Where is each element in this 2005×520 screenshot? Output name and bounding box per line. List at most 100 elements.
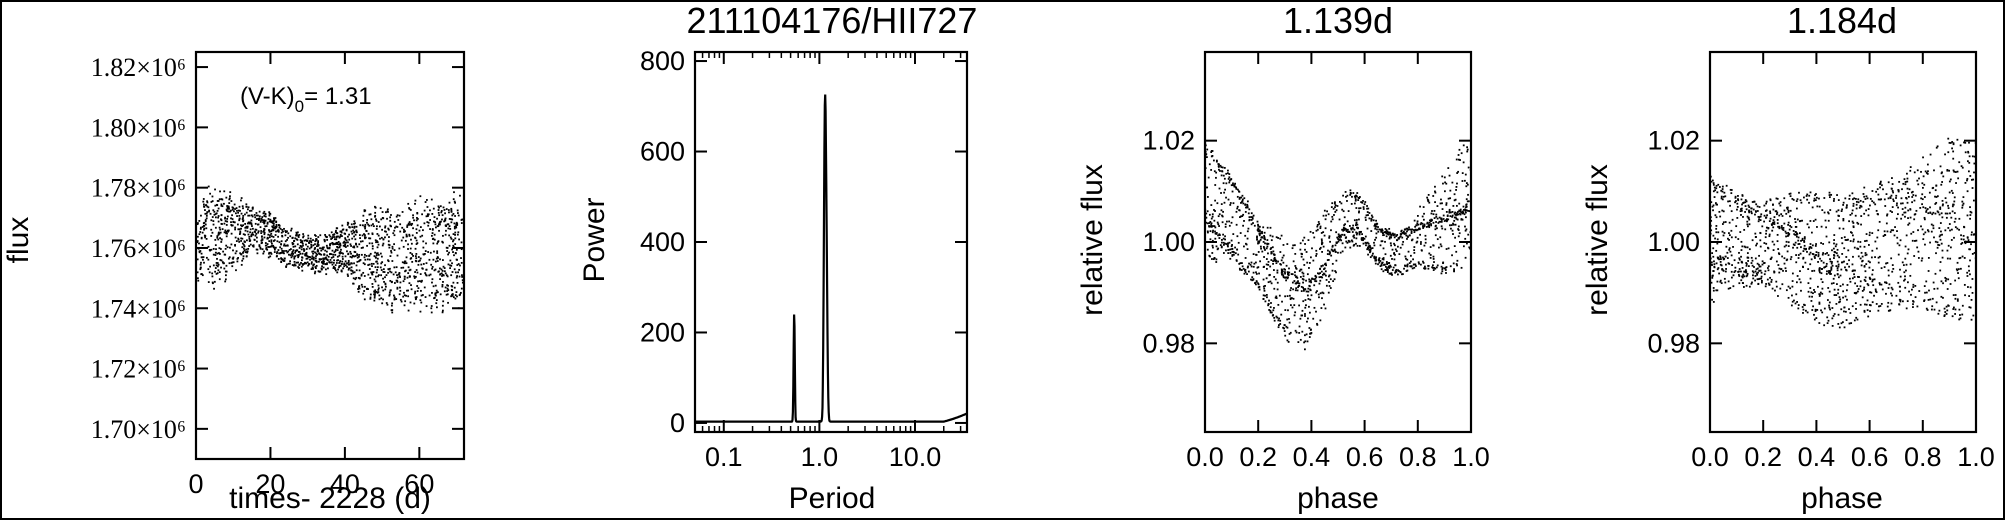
flux-point bbox=[378, 225, 381, 228]
phase-point bbox=[1758, 277, 1761, 280]
flux-point bbox=[231, 261, 234, 264]
flux-point bbox=[234, 244, 236, 246]
phase-point bbox=[1806, 311, 1809, 314]
flux-point bbox=[413, 277, 416, 279]
phase-point bbox=[1275, 315, 1278, 318]
flux-point bbox=[329, 252, 332, 255]
phase-point bbox=[1227, 178, 1230, 180]
flux-point bbox=[407, 266, 410, 269]
flux-point bbox=[248, 240, 251, 242]
flux-point bbox=[454, 215, 456, 217]
phase-point bbox=[1828, 304, 1830, 307]
flux-point bbox=[432, 285, 435, 288]
phase-point bbox=[1265, 258, 1268, 260]
phase-point bbox=[1262, 241, 1265, 243]
flux-point bbox=[258, 210, 261, 213]
flux-point bbox=[437, 240, 440, 243]
phase-point bbox=[1716, 242, 1719, 245]
flux-point bbox=[242, 250, 245, 253]
phase-point bbox=[1890, 229, 1893, 232]
phase-point bbox=[1264, 249, 1266, 251]
phase-point bbox=[1238, 190, 1240, 193]
flux-point bbox=[455, 258, 458, 261]
phase-point bbox=[1408, 226, 1410, 229]
y-tick-label: 1.02 bbox=[1142, 126, 1195, 156]
phase-point bbox=[1366, 211, 1369, 213]
flux-point bbox=[380, 274, 383, 277]
phase-point bbox=[1296, 276, 1299, 279]
phase-point bbox=[1358, 218, 1360, 221]
phase-point bbox=[1886, 230, 1889, 233]
phase-point bbox=[1903, 279, 1905, 282]
x-tick-label: 0 bbox=[188, 469, 203, 499]
flux-point bbox=[251, 215, 254, 218]
phase-point bbox=[1230, 239, 1233, 242]
flux-point bbox=[286, 230, 288, 233]
phase-point bbox=[1358, 231, 1361, 233]
phase-point bbox=[1297, 280, 1299, 283]
phase-point bbox=[1878, 305, 1880, 308]
phase-point bbox=[1222, 252, 1225, 254]
phase-point bbox=[1963, 141, 1965, 144]
phase-point bbox=[1428, 252, 1431, 255]
flux-point bbox=[377, 234, 380, 237]
phase-point bbox=[1973, 162, 1976, 165]
flux-point bbox=[306, 257, 309, 260]
phase-point bbox=[1428, 226, 1431, 229]
flux-point bbox=[331, 249, 334, 252]
flux-point bbox=[293, 264, 295, 267]
phase-point bbox=[1817, 255, 1820, 258]
phase-point bbox=[1956, 269, 1959, 272]
flux-point bbox=[277, 258, 280, 260]
phase-point bbox=[1792, 230, 1795, 232]
phase-point bbox=[1427, 193, 1430, 196]
flux-point bbox=[438, 229, 440, 232]
phase-point bbox=[1821, 281, 1824, 284]
flux-point bbox=[408, 269, 411, 272]
panel-flux-time: 0 20 40 60 1.70×10⁶1.72×10⁶1.74×10⁶1.76×10⁶… bbox=[2, 50, 466, 515]
phase-point bbox=[1346, 200, 1348, 202]
phase-point bbox=[1296, 281, 1298, 284]
phase-point bbox=[1420, 241, 1422, 243]
flux-point bbox=[454, 233, 456, 236]
phase-point bbox=[1402, 240, 1405, 243]
phase-point bbox=[1715, 249, 1718, 252]
phase-point bbox=[1350, 192, 1352, 195]
flux-point bbox=[227, 257, 230, 260]
x-tick-label: 0.4 bbox=[1293, 442, 1331, 472]
phase-point bbox=[1294, 289, 1297, 292]
flux-point bbox=[394, 271, 397, 274]
flux-point bbox=[339, 244, 342, 247]
phase-point bbox=[1265, 294, 1268, 296]
flux-point bbox=[348, 263, 350, 266]
phase-point bbox=[1833, 274, 1836, 277]
flux-point bbox=[310, 246, 313, 249]
phase-point bbox=[1845, 269, 1848, 272]
phase-point bbox=[1764, 285, 1767, 288]
flux-point bbox=[209, 212, 212, 215]
x-tick-label: 10.0 bbox=[889, 442, 942, 472]
flux-point bbox=[230, 200, 233, 202]
phase-point bbox=[1302, 288, 1305, 291]
flux-point bbox=[263, 228, 266, 230]
flux-point bbox=[217, 232, 220, 235]
phase-point bbox=[1423, 244, 1426, 247]
phase-point bbox=[1438, 216, 1441, 219]
flux-point bbox=[331, 237, 333, 240]
phase-point bbox=[1378, 259, 1380, 262]
flux-point bbox=[273, 219, 276, 221]
flux-point bbox=[389, 270, 392, 273]
phase-point bbox=[1232, 182, 1234, 185]
phase-point bbox=[1970, 298, 1973, 301]
flux-point bbox=[289, 248, 292, 250]
phase-point bbox=[1444, 228, 1447, 231]
phase-point bbox=[1718, 258, 1720, 261]
phase-point bbox=[1779, 201, 1782, 203]
phase-point bbox=[1778, 253, 1781, 256]
phase-point bbox=[1964, 242, 1967, 245]
phase-point bbox=[1894, 226, 1896, 228]
phase-point bbox=[1369, 251, 1371, 254]
flux-point bbox=[319, 247, 321, 250]
flux-point bbox=[402, 266, 405, 269]
phase-point bbox=[1247, 227, 1250, 230]
